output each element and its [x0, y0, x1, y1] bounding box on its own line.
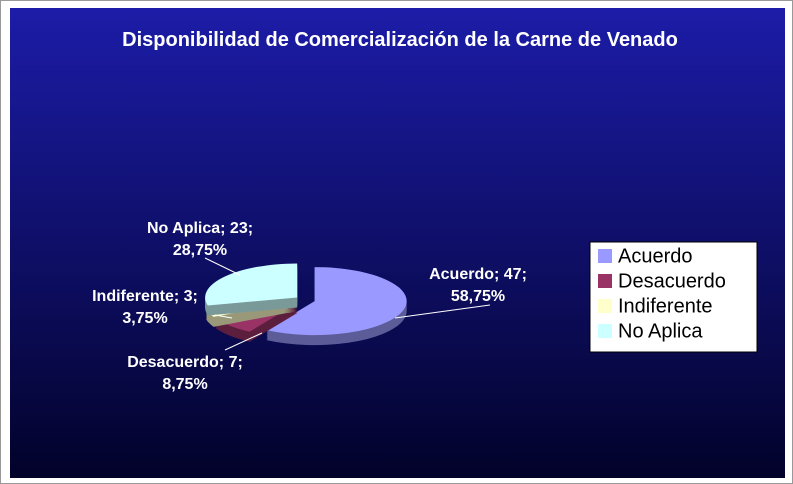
- data-label: Acuerdo; 47; 58,75%: [429, 266, 527, 305]
- data-label: Indiferente; 3; 3,75%: [92, 288, 198, 327]
- legend-swatch: [598, 299, 612, 313]
- leader-line: [394, 304, 491, 319]
- title-box: Disponibilidad de Comercialización de la…: [122, 29, 678, 51]
- legend-swatch: [598, 249, 612, 263]
- legend-label: No Aplica: [618, 320, 703, 342]
- legend-swatch: [598, 274, 612, 288]
- leader-line: [214, 314, 233, 319]
- leader-line: [204, 257, 241, 276]
- leader-line: [224, 332, 263, 351]
- slice-top: [266, 267, 407, 336]
- slice-top: [205, 263, 298, 306]
- legend-swatch: [598, 324, 612, 338]
- legend-label: Indiferente: [618, 295, 713, 317]
- legend-label: Acuerdo: [618, 245, 693, 267]
- legend: [589, 241, 758, 353]
- slice: [205, 263, 298, 316]
- chart-title: Disponibilidad de Comercialización de la…: [122, 29, 678, 51]
- data-label: Desacuerdo; 7; 8,75%: [127, 354, 243, 393]
- slice: [266, 267, 407, 346]
- legend-label: Desacuerdo: [618, 270, 726, 292]
- data-label: No Aplica; 23; 28,75%: [146, 220, 254, 259]
